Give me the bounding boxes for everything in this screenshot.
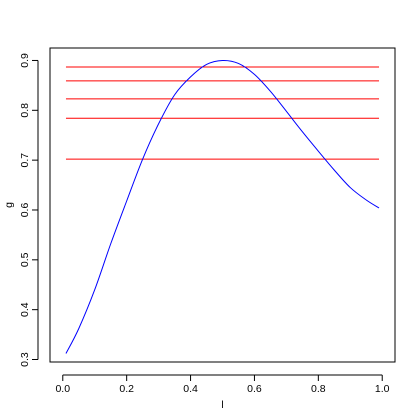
plot-frame (49, 47, 396, 363)
x-tick-label: 1.0 (375, 383, 390, 395)
reference-lines (65, 66, 380, 160)
series-layer (65, 59, 380, 354)
y-axis: 0.3 0.4 0.5 0.6 0.7 0.8 0.9 (19, 53, 39, 367)
y-tick-label: 0.8 (19, 103, 31, 118)
x-tick-label: 0.4 (183, 383, 198, 395)
x-tick-label: 0.8 (311, 383, 326, 395)
series-line-1 (65, 59, 380, 354)
x-tick-label: 0.2 (119, 383, 134, 395)
y-tick-label: 0.3 (19, 352, 31, 367)
y-tick-label: 0.4 (19, 302, 31, 317)
y-axis-label: g (3, 202, 15, 208)
y-tick-label: 0.5 (19, 252, 31, 267)
x-tick-label: 0.6 (247, 383, 262, 395)
x-tick-label: 0.0 (55, 383, 70, 395)
x-axis: 0.0 0.2 0.4 0.6 0.8 1.0 (55, 374, 390, 395)
y-tick-label: 0.7 (19, 153, 31, 168)
y-tick-label: 0.9 (19, 53, 31, 68)
x-axis-label: l (221, 399, 223, 411)
y-tick-label: 0.6 (19, 203, 31, 218)
